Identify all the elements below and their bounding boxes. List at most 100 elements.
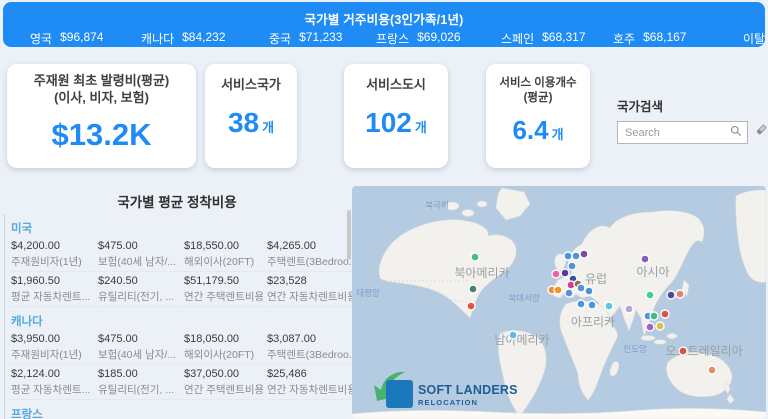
world-map[interactable]: 북극해 북아메리카 태평양 북대서양 유럽 아시아 아프리카 남아메리카 인도양 오스트레일리아 … (352, 186, 766, 419)
country-section: 미국 $4,200.00 주재원비자(1년) $475.00 보험(40세 남자/...… (11, 214, 352, 307)
search-label: 국가검색 (617, 100, 664, 114)
ticker-item: 이탈리 (743, 32, 765, 46)
city-dot[interactable] (587, 300, 597, 310)
cost-cell[interactable]: $2,124.00 평균 자동차렌트... (11, 365, 96, 400)
table-scrollbar[interactable] (347, 210, 351, 260)
logo-text-main: SOFT LANDERS (418, 383, 518, 397)
country-name[interactable]: 미국 (11, 223, 33, 235)
cost-cell[interactable]: $18,550.00 해외이사(20FT) (184, 237, 265, 272)
kpi-card-avg-services-used: 서비스 이용개수 (평균) 6.4 개 (486, 64, 590, 168)
search-icon (730, 124, 742, 142)
city-dot[interactable] (660, 309, 670, 319)
city-dot[interactable] (707, 365, 717, 375)
city-dot[interactable] (563, 251, 573, 261)
city-dot[interactable] (640, 254, 650, 264)
kpi-value: $13.2K (51, 116, 152, 152)
settlement-table-body: 미국 $4,200.00 주재원비자(1년) $475.00 보험(40세 남자/...… (4, 214, 352, 419)
city-dot[interactable] (645, 290, 655, 300)
country-section: 캐나다 $3,950.00 주재원비자(1년) $475.00 보험(40세 남자/..… (11, 307, 352, 400)
kpi-value: 6.4 개 (512, 114, 564, 145)
kpi-unit: 개 (262, 119, 275, 135)
logo-text-sub: RELOCATION (418, 398, 478, 407)
cost-cell[interactable]: $51,179.50 연간 주택렌트비용 (184, 272, 265, 307)
ticker-item: 캐나다 $84,232 (141, 30, 226, 46)
kpi-label: 서비스도시 (366, 77, 426, 92)
city-dot[interactable] (553, 285, 563, 295)
city-dot[interactable] (675, 289, 685, 299)
city-dot[interactable] (579, 249, 589, 259)
kpi-label: 서비스 이용개수 (499, 77, 577, 89)
city-dot[interactable] (649, 311, 659, 321)
cost-cell[interactable]: $475.00 보험(40세 남자/... (98, 237, 182, 272)
eraser-icon[interactable] (755, 123, 768, 141)
map-continents (352, 187, 766, 419)
table-title: 국가별 평균 정착비용 (117, 195, 237, 210)
ticker-item: 프랑스 $69,026 (376, 30, 461, 46)
map-label: 태평양 (356, 288, 380, 298)
country-name[interactable]: 프랑스 (11, 409, 43, 419)
city-dot[interactable] (624, 304, 634, 314)
cost-cell[interactable]: $475.00 보험(40세 남자/... (98, 330, 182, 365)
city-dot[interactable] (560, 268, 570, 278)
city-dot[interactable] (666, 290, 676, 300)
map-label: 북극해 (425, 200, 448, 210)
kpi-label: 서비스국가 (221, 77, 281, 92)
kpi-value: 102 개 (365, 106, 427, 138)
kpi-unit: 개 (414, 119, 427, 135)
map-label: 아시아 (636, 265, 669, 279)
logo-square (386, 380, 413, 408)
city-dot[interactable] (584, 286, 594, 296)
map-label: 남아메리카 (494, 333, 549, 347)
city-dot[interactable] (466, 301, 476, 311)
country-search-slicer: 국가검색 (617, 96, 768, 144)
ticker-item: 호주 $68,167 (613, 30, 687, 46)
ticker-item: 영국 $96,874 (30, 30, 104, 46)
cost-cell[interactable]: $4,200.00 주재원비자(1년) (11, 237, 96, 272)
cost-cell[interactable]: $3,087.00 주택렌트(3Bedroo... (267, 330, 352, 365)
ticker-item: 중국 $71,233 (269, 30, 343, 46)
kpi-label: 주재원 최초 발령비(평균) (33, 73, 170, 88)
kpi-card-service-countries: 서비스국가 38 개 (205, 64, 297, 168)
kpi-card-service-cities: 서비스도시 102 개 (344, 64, 448, 168)
cost-cell[interactable]: $1,960.50 평균 자동차렌트... (11, 272, 96, 307)
city-dot[interactable] (468, 284, 478, 294)
city-dot[interactable] (678, 346, 688, 356)
city-dot[interactable] (470, 252, 480, 262)
kpi-label: (이사, 비자, 보험) (54, 89, 149, 105)
map-label: 북대서양 (508, 293, 539, 303)
city-dot[interactable] (576, 283, 586, 293)
ticker-item: 스페인 $68,317 (501, 30, 586, 46)
kpi-unit: 개 (551, 126, 564, 142)
map-label: 북아메리카 (454, 266, 509, 280)
city-dot[interactable] (508, 330, 518, 340)
city-dot[interactable] (551, 269, 561, 279)
cost-cell[interactable]: $23,528 연간 자동차렌트비용 (267, 272, 352, 307)
map-label: 인도양 (623, 344, 647, 354)
cost-cell[interactable]: $25,486 연간 자동차렌트비용 (267, 365, 352, 400)
cost-cell[interactable]: $240.50 유틸리티(전기, ... (98, 272, 182, 307)
settlement-cost-table: 국가별 평균 정착비용 미국 $4,200.00 주재원비자(1년) $475.00 보… (2, 186, 352, 419)
map-label: 유럽 (585, 272, 607, 286)
city-dot[interactable] (564, 288, 574, 298)
kpi-value: 38 개 (227, 106, 275, 138)
kpi-label: (평균) (523, 91, 553, 104)
cost-cell[interactable]: $37,050.00 연간 주택렌트비용 (184, 365, 265, 400)
city-dot[interactable] (645, 322, 655, 332)
report-title: 국가별 거주비용(3인가족/1년) (304, 13, 464, 27)
kpi-card-initial-assignment-cost: 주재원 최초 발령비(평균) (이사, 비자, 보험) $13.2K (7, 64, 196, 168)
cost-cell[interactable]: $4,265.00 주택렌트(3Bedroo... (267, 237, 352, 272)
city-dot[interactable] (604, 301, 614, 311)
cost-cell[interactable]: $3,950.00 주재원비자(1년) (11, 330, 96, 365)
search-input[interactable] (623, 125, 730, 140)
city-dot[interactable] (655, 321, 665, 331)
cost-cell[interactable]: $185.00 유틸리티(전기, ... (98, 365, 182, 400)
map-label: 아프리카 (571, 315, 615, 329)
city-dot[interactable] (571, 251, 581, 261)
city-dot[interactable] (576, 299, 586, 309)
logo-arrow-icon (374, 371, 405, 401)
cost-cell[interactable]: $18,050.00 해외이사(20FT) (184, 330, 265, 365)
country-name[interactable]: 캐나다 (11, 316, 43, 328)
city-dot[interactable] (567, 261, 577, 271)
map-label: 오스트레일리아 (665, 344, 742, 358)
